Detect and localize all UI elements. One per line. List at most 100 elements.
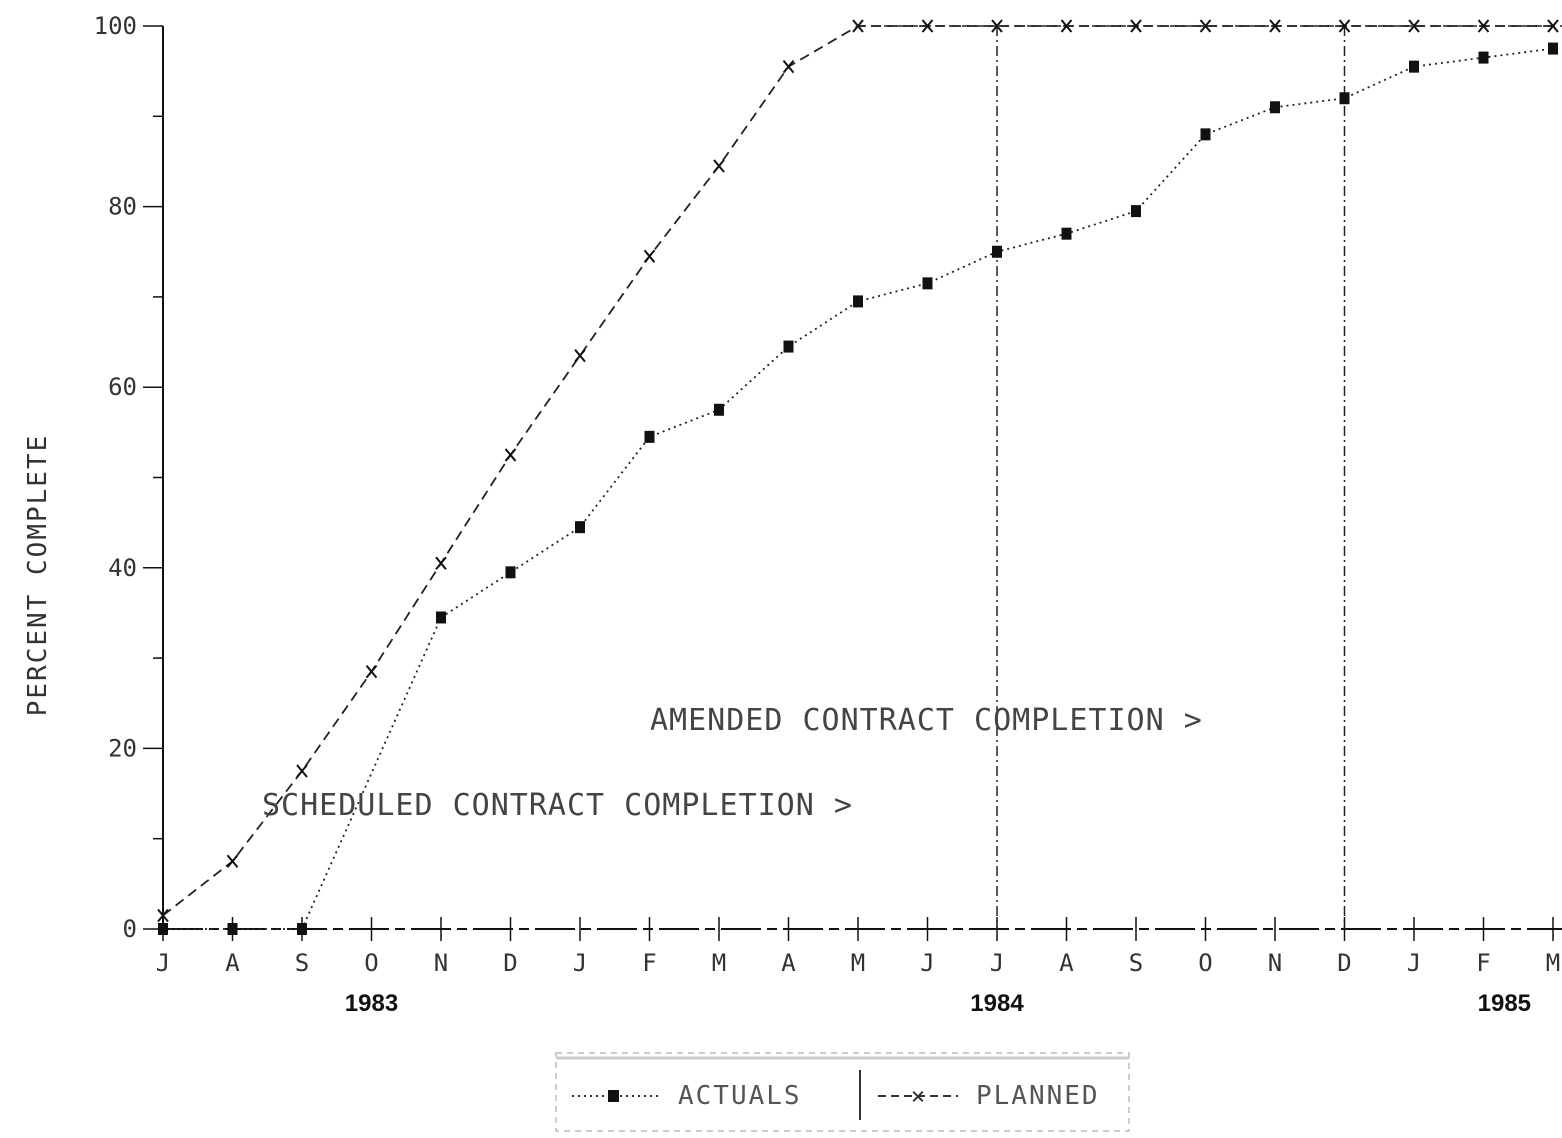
planned-point-stroke [1060, 19, 1073, 33]
x-tick-label: O [1198, 949, 1212, 977]
planned-point-stroke [226, 854, 239, 868]
planned-point [365, 665, 378, 679]
actuals-point [1478, 51, 1489, 64]
y-tick-label: 100 [94, 12, 137, 40]
planned-point [1130, 19, 1142, 33]
x-tick-label: J [573, 949, 587, 977]
planned-point-stroke [852, 19, 864, 33]
planned-point [1060, 19, 1073, 33]
legend-planned-marker: × [911, 1082, 925, 1110]
axes [143, 25, 1562, 941]
x-tick-label: A [1059, 949, 1074, 977]
actuals-point [436, 611, 446, 624]
x-tick-label: M [1546, 949, 1560, 977]
x-tick-label: F [1476, 949, 1490, 977]
planned-point-stroke [991, 19, 1003, 33]
planned-point-stroke [504, 448, 517, 462]
y-tick-label: 0 [123, 915, 137, 943]
planned-point [574, 348, 586, 363]
actuals-point [714, 403, 724, 416]
x-tick-label: M [712, 949, 726, 977]
planned-point [504, 448, 517, 462]
legend: ACTUALS × PLANNED [555, 1052, 1130, 1132]
x-tick-label: A [225, 949, 240, 977]
actuals-point [1200, 128, 1211, 141]
x-tick-label: S [1129, 949, 1143, 977]
planned-point [643, 249, 656, 263]
completion-lines [858, 25, 1562, 929]
x-tick-label: O [364, 949, 378, 977]
actuals-point [853, 295, 863, 308]
planned-point-stroke [921, 19, 934, 33]
actuals-point [158, 923, 168, 935]
actuals-point [505, 566, 516, 579]
series-markers [157, 19, 1559, 935]
planned-point-stroke [1199, 19, 1212, 33]
planned-point-stroke [296, 764, 308, 778]
planned-point-stroke [365, 665, 378, 679]
actuals-point [297, 923, 307, 935]
x-tick-label: M [851, 949, 865, 977]
x-tick-label: N [1268, 949, 1282, 977]
y-tick-label: 20 [108, 734, 137, 762]
y-tick-label: 40 [108, 554, 137, 582]
scheduled-completion-annotation: SCHEDULED CONTRACT COMPLETION > [262, 788, 853, 823]
x-tick-label: J [920, 949, 934, 977]
legend-planned-label: PLANNED [976, 1081, 1100, 1111]
y-tick-label: 60 [108, 373, 137, 401]
year-label: 1984 [970, 990, 1024, 1017]
planned-point [1269, 19, 1281, 33]
legend-frame [555, 1052, 1130, 1132]
actuals-point [1131, 205, 1141, 218]
planned-point [226, 854, 239, 868]
x-tick-label: D [1337, 949, 1351, 977]
axis-labels: 0 20 40 60 80 100 J A S O N D J F M A M J J A S O N D J F M 1983 198… [94, 12, 1561, 1017]
x-tick-label: D [503, 949, 517, 977]
actuals-line [163, 47, 1554, 930]
actuals-point [783, 340, 794, 353]
actuals-point [1061, 227, 1072, 240]
amended-completion-annotation: AMENDED CONTRACT COMPLETION > [650, 703, 1203, 738]
planned-point [157, 908, 169, 923]
year-label: 1985 [1478, 990, 1531, 1017]
actuals-point [1409, 60, 1419, 73]
actuals-point [1548, 42, 1558, 55]
planned-point [852, 19, 864, 33]
actuals-point [1339, 92, 1350, 105]
x-tick-label: F [642, 949, 656, 977]
x-tick-label: J [156, 949, 170, 977]
planned-point-stroke [157, 908, 169, 923]
planned-point-stroke [1338, 19, 1351, 33]
legend-actuals-label: ACTUALS [678, 1081, 802, 1111]
planned-point-stroke [435, 556, 447, 570]
planned-point-stroke [574, 348, 586, 363]
x-tick-label: A [781, 949, 796, 977]
planned-point-stroke [1477, 19, 1490, 33]
planned-point [1199, 19, 1212, 33]
planned-point [713, 159, 725, 173]
planned-point [1477, 19, 1490, 33]
planned-point-stroke [643, 249, 656, 263]
planned-point [921, 19, 934, 33]
year-label: 1983 [345, 990, 398, 1017]
actuals-point [644, 430, 655, 443]
planned-point-stroke [1408, 19, 1420, 33]
planned-point [1408, 19, 1420, 33]
planned-point-stroke [713, 159, 725, 173]
x-tick-label: N [434, 949, 448, 977]
planned-point [782, 59, 795, 74]
x-tick-label: S [295, 949, 309, 977]
planned-point-stroke [1547, 19, 1559, 33]
x-tick-label: J [1407, 949, 1421, 977]
actuals-point [575, 521, 585, 534]
actuals-point [922, 277, 933, 290]
planned-point [991, 19, 1003, 33]
actuals-point [227, 923, 238, 935]
planned-point [296, 764, 308, 778]
planned-point-stroke [1130, 19, 1142, 33]
planned-point [1547, 19, 1559, 33]
actuals-point [992, 245, 1002, 258]
y-axis-label: PERCENT COMPLETE [23, 434, 53, 716]
planned-point [435, 556, 447, 570]
